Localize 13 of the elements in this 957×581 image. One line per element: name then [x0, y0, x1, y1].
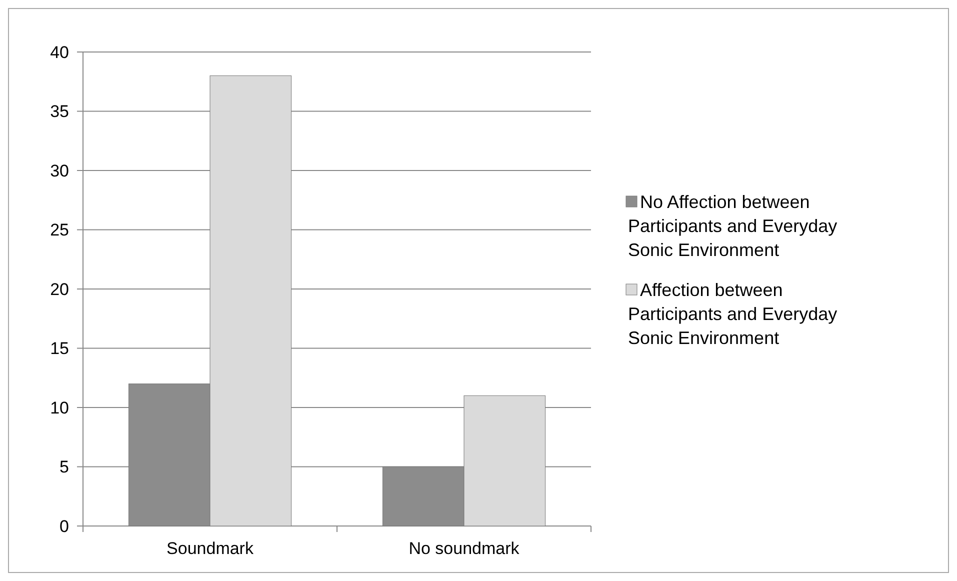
y-tick-label: 15: [50, 339, 69, 358]
y-tick-label: 10: [50, 398, 69, 418]
y-tick-label: 35: [50, 102, 69, 122]
legend-label: Affection between Participants and Everyday Sonic Environment: [628, 280, 838, 348]
y-tick-label: 30: [50, 161, 69, 180]
y-tick-label: 0: [60, 516, 69, 536]
x-tick-label: No soundmark: [408, 539, 520, 558]
y-tick-label: 5: [60, 458, 69, 477]
x-tick-label: Soundmark: [166, 539, 254, 558]
y-tick-label: 20: [50, 280, 69, 299]
legend-label: No Affection between Participants and Everyday Sonic Environment: [628, 192, 838, 260]
y-tick-label: 40: [50, 42, 69, 62]
y-tick-label: 25: [50, 220, 69, 240]
